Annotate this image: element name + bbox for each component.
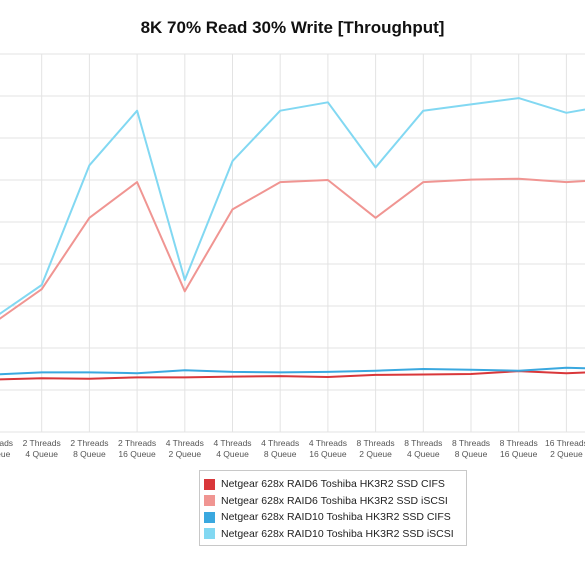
- x-tick-label: 8 Queue: [264, 449, 297, 459]
- x-tick-label: 2 Threads: [118, 438, 156, 448]
- legend-label: Netgear 628x RAID6 Toshiba HK3R2 SSD iSC…: [221, 494, 448, 507]
- x-tick-label: 8 Queue: [73, 449, 106, 459]
- x-tick-label: 2 Queue: [550, 449, 583, 459]
- legend-item: Netgear 628x RAID10 Toshiba HK3R2 SSD CI…: [204, 509, 460, 526]
- horizontal-gridlines: [0, 53, 585, 433]
- legend-item: Netgear 628x RAID6 Toshiba HK3R2 SSD iSC…: [204, 493, 460, 510]
- x-tick-label: 16 Queue: [500, 449, 538, 459]
- x-tick-label: 2 Queue: [359, 449, 392, 459]
- x-tick-label: 8 Threads: [357, 438, 395, 448]
- legend-swatch: [204, 511, 215, 523]
- x-tick-label: 16 Queue: [118, 449, 156, 459]
- x-tick-label: 16 Queue: [309, 449, 347, 459]
- x-tick-label: 2 Threads: [70, 438, 108, 448]
- series-lines: [0, 97, 585, 381]
- x-tick-label: 8 Threads: [500, 438, 538, 448]
- legend-item: Netgear 628x RAID10 Toshiba HK3R2 SSD iS…: [204, 526, 460, 543]
- x-tick-label: 4 Threads: [213, 438, 251, 448]
- x-tick-label: 8 Threads: [404, 438, 442, 448]
- legend-label: Netgear 628x RAID10 Toshiba HK3R2 SSD iS…: [221, 527, 454, 540]
- legend: Netgear 628x RAID6 Toshiba HK3R2 SSD CIF…: [199, 470, 467, 546]
- x-tick-label: 8 Threads: [452, 438, 490, 448]
- x-tick-label: 4 Threads: [261, 438, 299, 448]
- series-line: [0, 366, 585, 376]
- x-tick-label: 4 Queue: [216, 449, 249, 459]
- x-tick-label: 4 Queue: [407, 449, 440, 459]
- vertical-gridlines: [41, 54, 567, 432]
- x-tick-label: 8 Queue: [455, 449, 488, 459]
- chart-title: 8K 70% Read 30% Write [Throughput]: [140, 18, 445, 37]
- series-line: [0, 177, 585, 320]
- x-tick-label: 2 Queue: [168, 449, 201, 459]
- x-tick-label: 4 Threads: [309, 438, 347, 448]
- x-tick-label: 2 Threads: [23, 438, 61, 448]
- legend-swatch: [204, 495, 215, 507]
- legend-swatch: [204, 528, 215, 540]
- x-tick-label: 16 Threads: [545, 438, 585, 448]
- x-tick-label: 4 Queue: [25, 449, 58, 459]
- legend-swatch: [204, 478, 215, 490]
- x-tick-label: 1 Threads: [0, 438, 13, 448]
- legend-item: Netgear 628x RAID6 Toshiba HK3R2 SSD CIF…: [204, 476, 460, 493]
- x-tick-label: 4 Threads: [166, 438, 204, 448]
- x-tick-label: 2 Queue: [0, 449, 11, 459]
- legend-label: Netgear 628x RAID10 Toshiba HK3R2 SSD CI…: [221, 511, 451, 524]
- series-line: [0, 370, 585, 381]
- series-line: [0, 97, 585, 315]
- legend-label: Netgear 628x RAID6 Toshiba HK3R2 SSD CIF…: [221, 478, 445, 491]
